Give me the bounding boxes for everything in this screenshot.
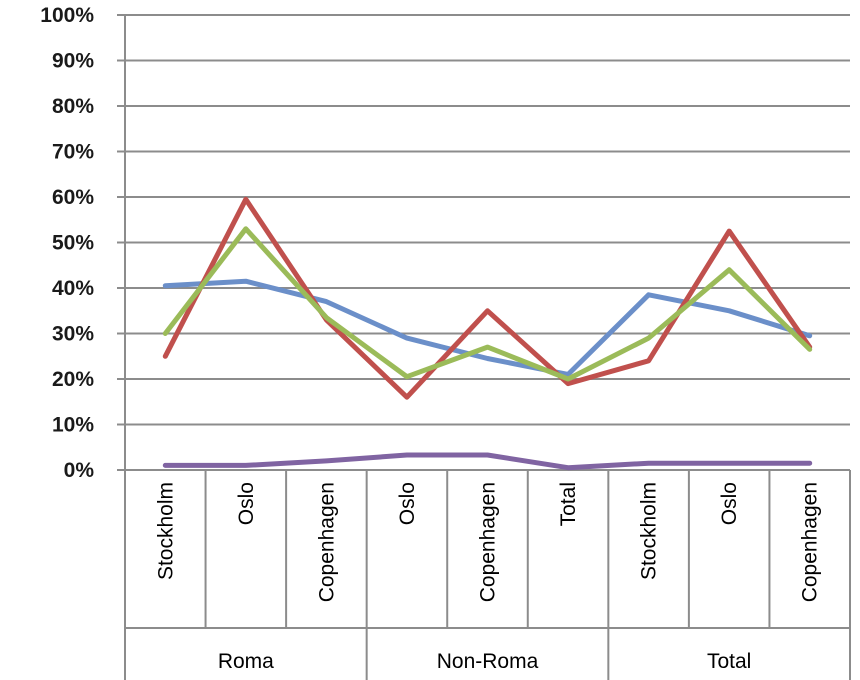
y-axis-tick-labels: 0% 10% 20% 30% 40% 50% 60% 70% 80% 90% 100% bbox=[40, 4, 94, 482]
y-tick-label: 100% bbox=[40, 4, 94, 27]
y-tick-label: 30% bbox=[52, 323, 94, 346]
x-tick-label: Oslo bbox=[718, 482, 741, 525]
x-group-label: Non-Roma bbox=[437, 650, 539, 673]
series-line-1 bbox=[162, 278, 813, 377]
y-tick-label: 40% bbox=[52, 277, 94, 300]
x-axis-group-labels: Roma Non-Roma Total bbox=[218, 650, 752, 673]
y-tick-label: 20% bbox=[52, 368, 94, 391]
series-line-2 bbox=[162, 196, 813, 400]
x-axis-tick-labels: Stockholm Oslo Copenhagen Oslo Copenhagen Tot… bbox=[154, 482, 821, 602]
x-tick-label: Stockholm bbox=[638, 482, 661, 580]
x-tick-label: Oslo bbox=[396, 482, 419, 525]
x-tick-label: Total bbox=[557, 482, 580, 526]
y-tick-label: 60% bbox=[52, 186, 94, 209]
x-tick-label: Oslo bbox=[235, 482, 258, 525]
axes bbox=[124, 15, 851, 680]
y-tick-label: 80% bbox=[52, 95, 94, 118]
x-tick-label: Copenhagen bbox=[477, 482, 500, 602]
y-tick-label: 0% bbox=[64, 459, 95, 482]
series-lines bbox=[162, 196, 813, 471]
gridlines bbox=[117, 14, 850, 471]
series-line-3 bbox=[162, 226, 813, 382]
x-group-label: Roma bbox=[218, 650, 274, 673]
y-tick-label: 10% bbox=[52, 414, 94, 437]
x-tick-label: Stockholm bbox=[154, 482, 177, 580]
y-tick-label: 50% bbox=[52, 232, 94, 255]
y-tick-label: 90% bbox=[52, 50, 94, 73]
x-group-label: Total bbox=[707, 650, 751, 673]
x-tick-label: Copenhagen bbox=[315, 482, 338, 602]
x-tick-label: Copenhagen bbox=[799, 482, 822, 602]
y-tick-label: 70% bbox=[52, 141, 94, 164]
series-line-4 bbox=[162, 452, 813, 471]
